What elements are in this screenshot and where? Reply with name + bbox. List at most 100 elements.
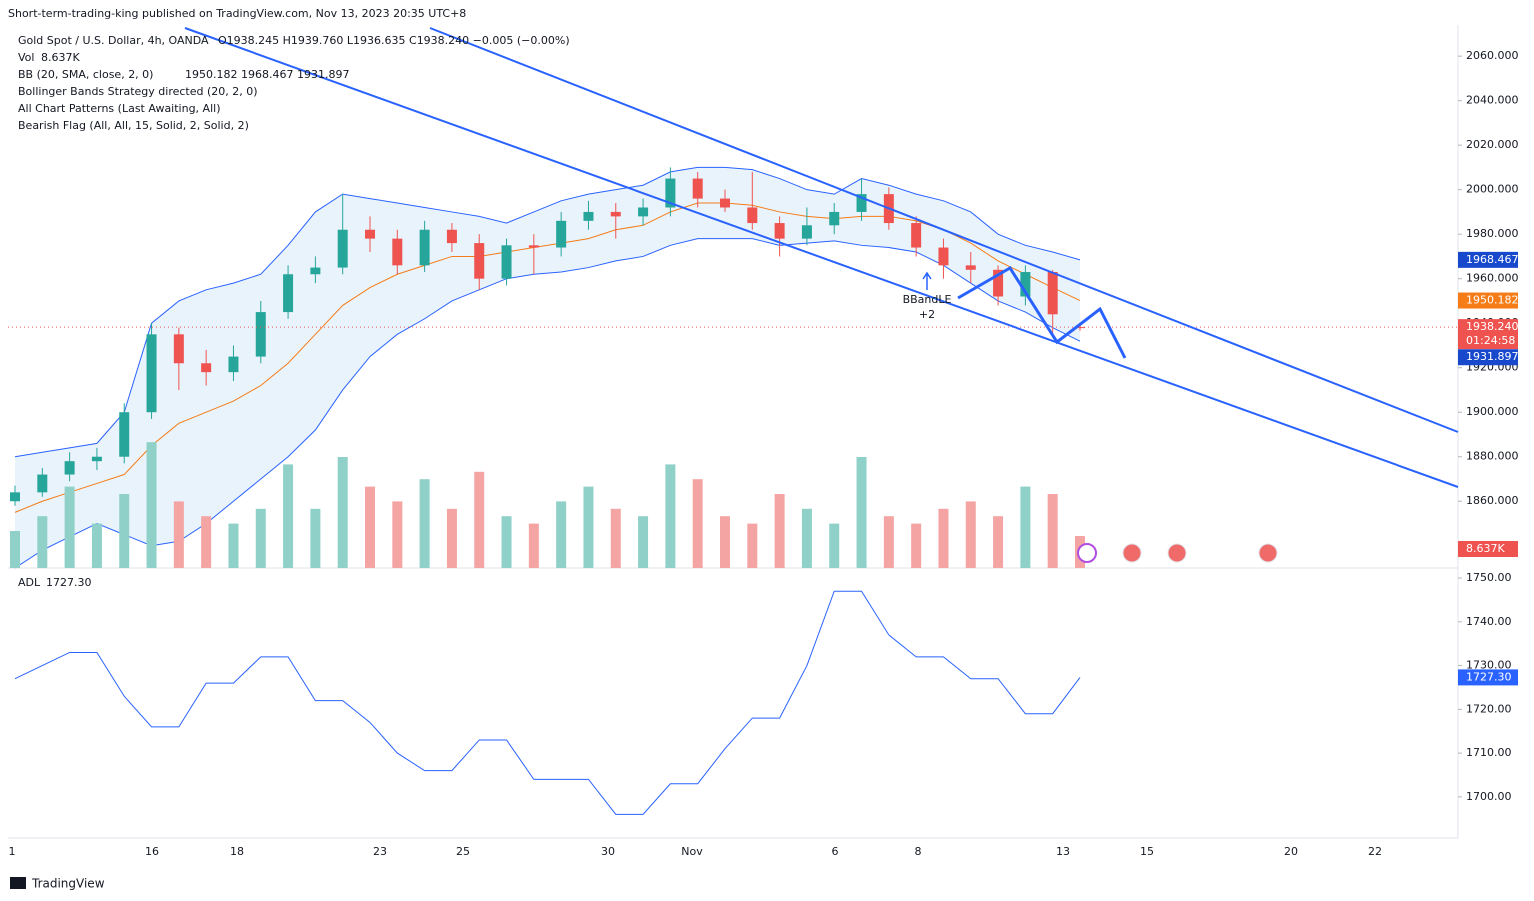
candle-body bbox=[747, 207, 758, 224]
candle-body bbox=[993, 269, 1004, 297]
x-tick-label: 15 bbox=[1140, 845, 1154, 858]
volume-bar bbox=[610, 508, 621, 568]
volume-bar bbox=[419, 479, 430, 568]
candle-body bbox=[365, 229, 375, 239]
ohlc: O1938.245 H1939.760 L1936.635 C1938.240 … bbox=[218, 34, 570, 47]
y-tick-label: 1730.00 bbox=[1466, 659, 1512, 672]
countdown: 01:24:58 bbox=[1466, 334, 1515, 347]
y-tick-label: 1750.00 bbox=[1466, 571, 1512, 584]
x-tick-label: 20 bbox=[1284, 845, 1298, 858]
volume-bar bbox=[255, 508, 266, 568]
candle-body bbox=[774, 223, 785, 239]
footer: TradingView bbox=[31, 877, 105, 891]
volume-bar bbox=[283, 464, 294, 568]
legend-value: 1950.182 bbox=[185, 68, 238, 81]
x-tick-label: 25 bbox=[456, 845, 470, 858]
candle-body bbox=[1020, 272, 1031, 297]
volume-bar bbox=[146, 442, 157, 568]
legend-name: Bollinger Bands Strategy directed (20, 2… bbox=[18, 85, 258, 98]
symbol: Gold Spot / U.S. Dollar, 4h, OANDA bbox=[18, 34, 209, 47]
y-tick-label: 1860.000 bbox=[1466, 494, 1519, 507]
volume-bar bbox=[228, 523, 239, 568]
price-box bbox=[1458, 349, 1518, 366]
volume-bar bbox=[392, 501, 403, 568]
candle-body bbox=[911, 223, 922, 248]
x-tick-label: 23 bbox=[373, 845, 387, 858]
legend-name: All Chart Patterns (Last Awaiting, All) bbox=[18, 102, 220, 115]
volume-bar bbox=[665, 464, 676, 568]
price-box bbox=[1458, 251, 1518, 268]
volume-bar bbox=[501, 516, 512, 568]
price-box-label: 1727.30 bbox=[1466, 670, 1512, 683]
volume-bar bbox=[37, 516, 48, 568]
published-line: Short-term-trading-king published on Tra… bbox=[8, 7, 466, 20]
candle-body bbox=[10, 492, 20, 502]
legend-value: 1931.897 bbox=[297, 68, 350, 81]
candle-body bbox=[64, 461, 75, 475]
volume-bar bbox=[91, 523, 102, 568]
volume-bar bbox=[1047, 494, 1058, 568]
legend-name: ADL bbox=[18, 576, 41, 589]
candle-body bbox=[283, 274, 294, 313]
candle-body bbox=[419, 229, 430, 266]
candle-body bbox=[501, 245, 512, 279]
x-tick-label: 18 bbox=[230, 845, 244, 858]
candle-body bbox=[173, 334, 184, 364]
x-tick-label: Nov bbox=[681, 845, 703, 858]
y-tick-label: 1900.000 bbox=[1466, 405, 1519, 418]
price-box-label: 1931.897 bbox=[1466, 350, 1519, 363]
price-box bbox=[1458, 319, 1518, 350]
y-tick-label: 2040.000 bbox=[1466, 94, 1519, 107]
price-box-label: 1968.467 bbox=[1466, 253, 1519, 266]
volume-bar bbox=[774, 494, 785, 568]
trend-line bbox=[429, 27, 1459, 433]
volume-bar bbox=[938, 508, 949, 568]
volume-bar bbox=[201, 516, 212, 568]
legend-name: Bearish Flag (All, All, 15, Solid, 2, So… bbox=[18, 119, 249, 132]
volume-bar bbox=[638, 516, 649, 568]
candle-body bbox=[310, 267, 321, 275]
plot bbox=[8, 166, 1458, 815]
candle-body bbox=[583, 211, 594, 221]
x-tick-label: 30 bbox=[601, 845, 615, 858]
candle-body bbox=[720, 198, 730, 208]
y-tick-label: 1720.00 bbox=[1466, 702, 1512, 715]
candle-body bbox=[255, 312, 266, 357]
event-icon bbox=[1258, 543, 1278, 563]
signal-arrow bbox=[922, 271, 932, 290]
volume-bar bbox=[993, 516, 1004, 568]
event-icon bbox=[1167, 543, 1187, 563]
volume-bar bbox=[856, 457, 867, 568]
x-tick-label: 8 bbox=[915, 845, 922, 858]
price-box bbox=[1458, 292, 1518, 309]
volume-bar bbox=[801, 508, 812, 568]
y-tick-label: 1710.00 bbox=[1466, 746, 1512, 759]
candle-body bbox=[556, 220, 567, 248]
volume-bar bbox=[747, 523, 758, 568]
candle-body bbox=[392, 238, 403, 266]
legend-value: 8.637K bbox=[41, 51, 80, 64]
y-tick-label: 1880.000 bbox=[1466, 450, 1519, 463]
band-line bbox=[14, 166, 1081, 458]
y-tick-label: 2060.000 bbox=[1466, 49, 1519, 62]
event-icon bbox=[1077, 543, 1097, 563]
volume-bar bbox=[173, 501, 184, 568]
volume-bar bbox=[829, 523, 840, 568]
price-box-label: 1938.240 bbox=[1466, 320, 1519, 333]
volume-bar bbox=[474, 471, 485, 568]
volume-bar bbox=[446, 508, 457, 568]
volume-bar bbox=[583, 486, 594, 568]
candle-body bbox=[446, 229, 457, 244]
annotation: +2 bbox=[919, 308, 935, 321]
volume-bar bbox=[64, 486, 75, 568]
y-tick-label: 1960.000 bbox=[1466, 272, 1519, 285]
x-tick-label: 22 bbox=[1368, 845, 1382, 858]
volume-bar bbox=[337, 457, 348, 568]
candle-body bbox=[474, 243, 485, 279]
price-box bbox=[1458, 669, 1518, 686]
candle-body bbox=[856, 194, 867, 212]
candle-body bbox=[638, 207, 649, 217]
y-tick-label: 1700.00 bbox=[1466, 790, 1512, 803]
trend-line bbox=[184, 27, 1459, 488]
